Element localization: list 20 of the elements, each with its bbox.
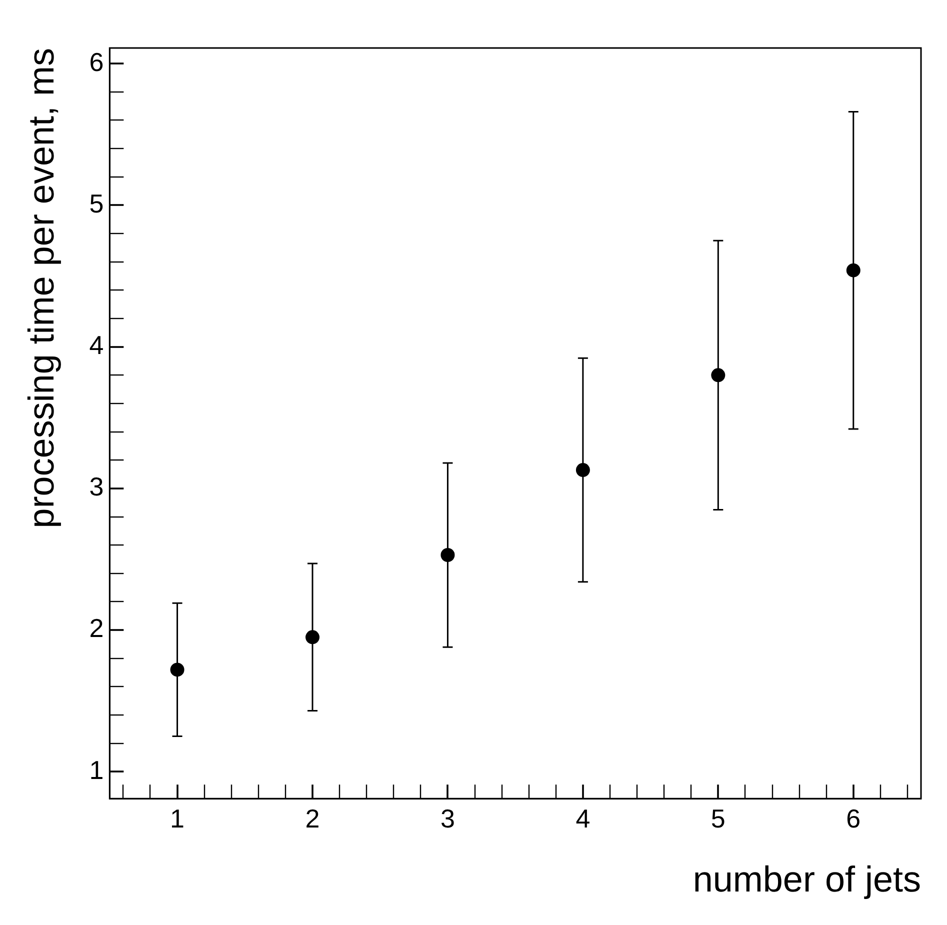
x-tick-label: 6	[846, 803, 861, 834]
x-tick-label: 4	[576, 803, 590, 834]
x-axis-title: number of jets	[692, 858, 921, 900]
y-tick-label: 1	[89, 754, 104, 785]
point	[846, 263, 860, 278]
y-tick-label: 4	[89, 330, 104, 360]
point	[576, 463, 590, 478]
point	[711, 368, 726, 382]
y-tick-label: 6	[89, 46, 104, 77]
x-tick-label: 2	[305, 803, 320, 834]
x-tick-label: 3	[440, 803, 455, 834]
y-axis-title: processing time per event, ms	[20, 48, 62, 528]
x-tick-label: 5	[710, 803, 726, 834]
x-tick-label: 1	[170, 803, 185, 834]
point	[440, 548, 455, 562]
point	[305, 630, 320, 644]
y-tick-label: 5	[89, 188, 104, 218]
point	[170, 662, 184, 677]
y-tick-label: 2	[89, 613, 104, 644]
y-tick-label: 3	[89, 472, 104, 502]
